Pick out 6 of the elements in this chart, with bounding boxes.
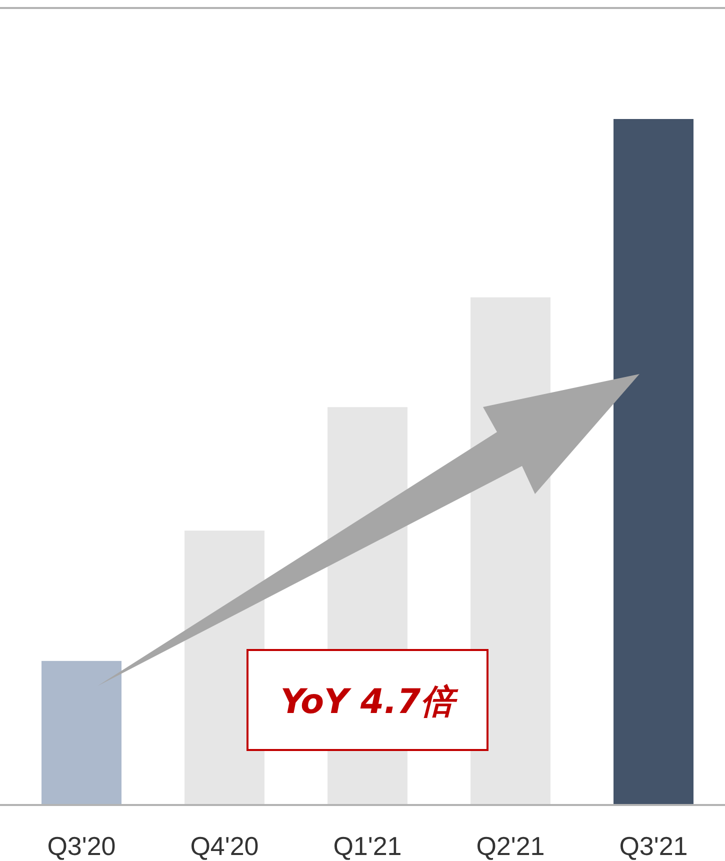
x-tick-label: Q3'20 — [47, 831, 116, 861]
x-tick-label: Q2'21 — [476, 831, 545, 861]
annotation: YoY 4.7倍 — [280, 682, 459, 722]
x-tick-label: Q4'20 — [190, 831, 259, 861]
x-tick-label: Q3'21 — [619, 831, 688, 861]
x-tick-label: Q1'21 — [333, 831, 402, 861]
